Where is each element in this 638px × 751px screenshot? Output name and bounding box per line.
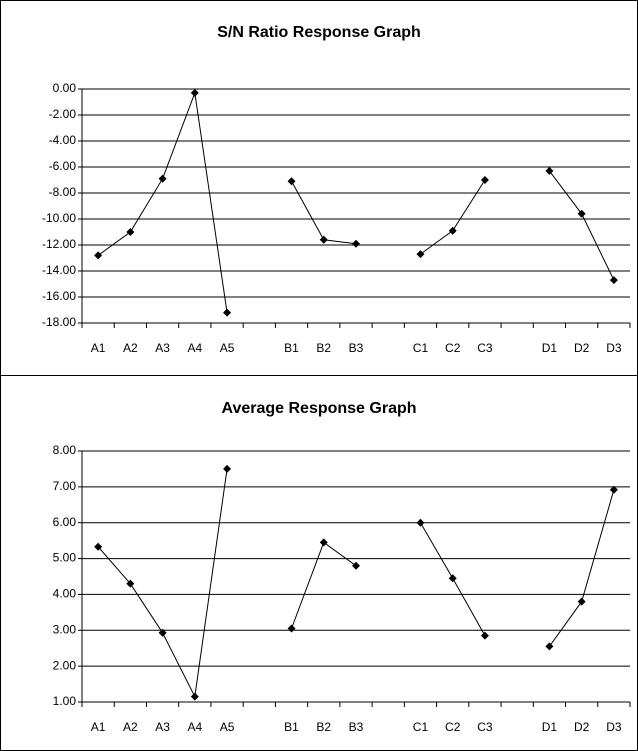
marker — [223, 308, 232, 317]
x-tick-label: B1 — [284, 720, 299, 734]
marker — [223, 464, 232, 473]
x-tick-label: D2 — [574, 341, 590, 355]
x-tick-label: C3 — [477, 341, 493, 355]
x-tick-label: A3 — [155, 341, 170, 355]
x-tick-label: C2 — [445, 341, 461, 355]
y-tick-label: 3.00 — [53, 622, 77, 636]
x-tick-label: D1 — [542, 341, 558, 355]
marker — [609, 276, 618, 285]
marker — [126, 579, 135, 588]
x-tick-label: C1 — [413, 341, 429, 355]
marker — [448, 226, 457, 235]
marker — [545, 642, 554, 651]
x-tick-label: A2 — [123, 341, 138, 355]
y-tick-label: 0.00 — [53, 81, 77, 95]
y-tick-label: -18.00 — [42, 315, 76, 329]
x-tick-label: B2 — [316, 720, 331, 734]
y-tick-label: -8.00 — [49, 185, 77, 199]
marker — [126, 228, 135, 236]
y-tick-label: 2.00 — [53, 658, 77, 672]
y-tick-label: -14.00 — [42, 263, 76, 277]
x-tick-label: A3 — [155, 720, 170, 734]
y-tick-label: 8.00 — [53, 443, 77, 457]
marker — [94, 251, 103, 260]
chart-title: Average Response Graph — [221, 400, 416, 417]
x-tick-label: B3 — [349, 720, 364, 734]
marker — [352, 239, 360, 248]
marker — [190, 692, 199, 701]
x-tick-label: A1 — [91, 341, 106, 355]
y-tick-label: -16.00 — [42, 289, 76, 303]
y-tick-label: -4.00 — [49, 133, 77, 147]
marker — [319, 235, 328, 244]
x-tick-label: C2 — [445, 720, 461, 734]
x-tick-label: A4 — [187, 720, 202, 734]
marker — [416, 518, 425, 527]
x-tick-label: D3 — [606, 720, 622, 734]
y-tick-label: -6.00 — [49, 159, 77, 173]
marker — [416, 250, 425, 259]
y-tick-label: 7.00 — [53, 479, 77, 493]
y-tick-label: 4.00 — [53, 587, 77, 601]
marker — [448, 574, 457, 583]
y-tick-label: 1.00 — [53, 694, 77, 708]
marker — [545, 166, 554, 175]
y-tick-label: -12.00 — [42, 237, 76, 251]
marker — [287, 177, 296, 186]
x-tick-label: D1 — [542, 720, 558, 734]
marker — [480, 631, 489, 640]
x-tick-label: A4 — [187, 341, 202, 355]
marker — [577, 209, 586, 218]
chart-title: S/N Ratio Response Graph — [217, 24, 421, 41]
x-tick-label: A5 — [220, 341, 235, 355]
marker — [609, 485, 618, 494]
marker — [190, 88, 199, 97]
marker — [94, 542, 103, 551]
marker — [287, 624, 296, 633]
x-tick-label: A1 — [91, 720, 106, 734]
marker — [352, 561, 360, 570]
y-tick-label: 6.00 — [53, 515, 77, 529]
x-tick-label: A2 — [123, 720, 138, 734]
marker — [577, 597, 586, 606]
marker — [158, 174, 167, 183]
marker — [480, 176, 489, 184]
x-tick-label: B1 — [284, 341, 299, 355]
x-tick-label: A5 — [220, 720, 235, 734]
x-tick-label: D2 — [574, 720, 590, 734]
marker — [158, 628, 167, 637]
marker — [319, 538, 328, 547]
x-tick-label: D3 — [606, 341, 622, 355]
x-tick-label: B3 — [349, 341, 364, 355]
y-tick-label: 5.00 — [53, 551, 77, 565]
x-tick-label: C3 — [477, 720, 493, 734]
y-tick-label: -2.00 — [49, 107, 77, 121]
y-tick-label: -10.00 — [42, 211, 76, 225]
x-tick-label: C1 — [413, 720, 429, 734]
x-tick-label: B2 — [316, 341, 331, 355]
